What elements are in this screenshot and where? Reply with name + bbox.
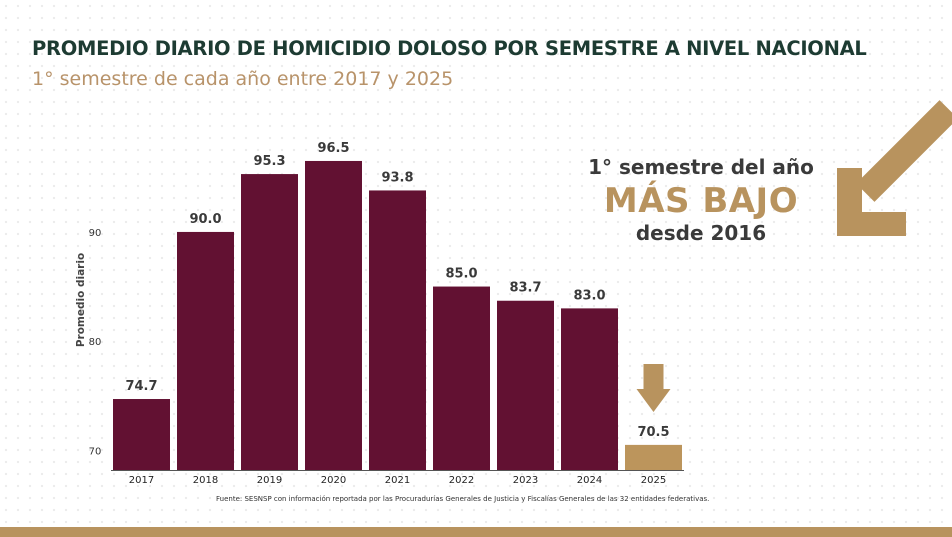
bar [241,174,298,470]
data-label: 70.5 [637,425,669,440]
bar [113,399,170,470]
data-label: 83.0 [573,288,605,303]
bar [497,300,554,470]
callout-line-1: 1° semestre del año [588,155,814,179]
down-arrow-icon [636,364,671,412]
callout-line-3: desde 2016 [635,221,767,245]
data-label: 96.5 [317,141,349,156]
source-note: Fuente: SESNSP con información reportada… [216,495,710,503]
x-tick-label: 2017 [129,475,154,486]
y-tick-label: 90 [89,228,102,239]
diagonal-down-arrow-icon [837,100,952,236]
bar [625,444,682,470]
data-label: 74.7 [125,379,157,394]
data-label: 95.3 [253,154,285,169]
data-label: 93.8 [381,170,413,185]
callout: 1° semestre del año MÁS BAJO desde 2016 [566,155,836,245]
chart-subtitle: 1° semestre de cada año entre 2017 y 202… [32,68,454,90]
x-tick-label: 2018 [193,475,218,486]
y-axis-label: Promedio diario [75,253,87,347]
footer-bar [0,527,952,537]
callout-line-2: MÁS BAJO [603,181,799,221]
x-tick-label: 2023 [513,475,538,486]
x-tick-label: 2021 [385,475,410,486]
y-tick-label: 70 [89,446,102,457]
bar [433,286,490,470]
data-label: 90.0 [189,212,221,227]
x-tick-label: 2019 [257,475,282,486]
x-tick-label: 2024 [577,475,602,486]
chart-title: PROMEDIO DIARIO DE HOMICIDIO DOLOSO POR … [32,37,867,60]
data-label: 83.7 [509,281,541,296]
data-label: 85.0 [445,267,477,282]
x-tick-label: 2025 [641,475,666,486]
bar [305,160,362,471]
bar [369,190,426,470]
bar [177,231,234,470]
bar [561,308,618,470]
x-tick-label: 2020 [321,475,346,486]
x-tick-label: 2022 [449,475,474,486]
y-tick-label: 80 [89,337,102,348]
